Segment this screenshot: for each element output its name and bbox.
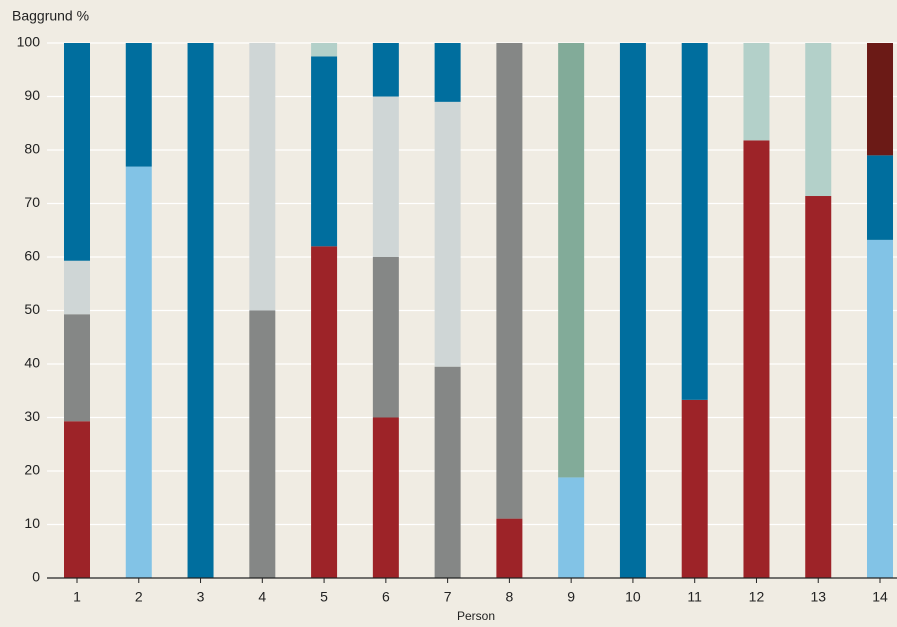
bar-segment xyxy=(372,417,399,578)
y-tick-label: 30 xyxy=(24,408,40,424)
bar-segment xyxy=(125,166,152,578)
bar-segment xyxy=(64,314,90,422)
bar-segment xyxy=(681,399,708,578)
bar-segment xyxy=(249,310,276,578)
bar-segment xyxy=(558,43,585,478)
bar-segment xyxy=(867,155,894,240)
bar-segment xyxy=(249,43,276,311)
x-tick-label: 6 xyxy=(382,589,390,605)
x-tick-label: 1 xyxy=(73,589,81,605)
y-tick-label: 20 xyxy=(24,462,40,478)
bar-segment xyxy=(372,96,399,257)
bar-segment xyxy=(125,43,152,167)
bar-segment xyxy=(496,43,523,519)
bar-segment xyxy=(496,518,523,578)
x-tick-label: 14 xyxy=(872,589,888,605)
bar-segment xyxy=(558,477,585,578)
y-tick-label: 60 xyxy=(24,248,40,264)
bar-segment xyxy=(805,43,832,197)
bar-segment xyxy=(867,43,894,156)
y-tick-label: 10 xyxy=(24,515,40,531)
bar-segment xyxy=(434,366,461,578)
bar-segment xyxy=(867,239,894,578)
x-tick-label: 3 xyxy=(197,589,205,605)
bar-segment xyxy=(64,260,90,315)
bar-segment xyxy=(434,101,461,367)
y-axis-label: Baggrund % xyxy=(12,8,89,24)
x-tick-label: 4 xyxy=(258,589,266,605)
bar-segment xyxy=(681,43,708,400)
x-tick-label: 12 xyxy=(749,589,765,605)
bar-segment xyxy=(805,196,832,578)
y-tick-label: 0 xyxy=(32,569,40,585)
bar-segment xyxy=(311,56,338,247)
bar-segment xyxy=(434,43,461,102)
y-tick-label: 70 xyxy=(24,194,40,210)
x-tick-label: 11 xyxy=(687,589,702,605)
bar-segment xyxy=(372,43,399,97)
x-tick-label: 7 xyxy=(444,589,452,605)
x-tick-label: 5 xyxy=(320,589,328,605)
x-tick-label: 13 xyxy=(810,589,826,605)
bar-segment xyxy=(743,140,770,578)
bar-segment xyxy=(187,43,214,578)
bar-segment xyxy=(743,43,770,141)
x-tick-label: 9 xyxy=(567,589,575,605)
bar-segment xyxy=(619,43,646,578)
bar-segment xyxy=(311,246,338,579)
y-tick-label: 40 xyxy=(24,355,40,371)
x-tick-label: 10 xyxy=(625,589,641,605)
x-tick-label: 8 xyxy=(505,589,513,605)
x-tick-label: 2 xyxy=(135,589,143,605)
bar-segment xyxy=(372,257,399,418)
y-tick-label: 100 xyxy=(17,34,41,50)
y-tick-label: 80 xyxy=(24,141,40,157)
bar-segment xyxy=(64,43,90,261)
bar-segment xyxy=(64,421,90,578)
x-axis-label: Person xyxy=(457,609,495,623)
y-tick-label: 50 xyxy=(24,301,40,317)
bar-segment xyxy=(311,43,338,57)
y-tick-label: 90 xyxy=(24,87,40,103)
